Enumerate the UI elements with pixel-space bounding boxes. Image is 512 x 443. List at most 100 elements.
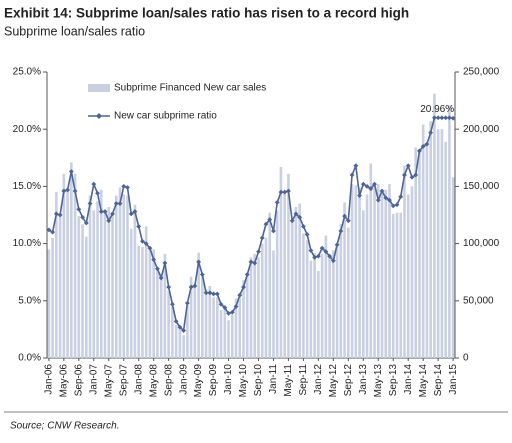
bar [403,165,406,358]
bar [51,237,54,358]
bar [317,271,320,358]
marker [312,254,318,260]
bar [58,215,62,358]
bar [148,248,152,358]
marker [417,148,422,154]
marker [91,181,97,187]
y-tick-label: 15.0% [13,181,41,192]
source-note: Source; CNW Research. [10,421,119,432]
bar [361,210,365,358]
bar [320,253,324,358]
marker [83,220,89,226]
marker [244,272,250,277]
y-tick-label: 20.0% [13,124,41,135]
bar [81,224,84,358]
bar [88,195,92,358]
legend-marker [96,113,102,119]
marker [256,249,261,255]
marker [289,218,295,224]
marker [387,197,392,203]
bar [343,202,346,358]
x-tick-label: Sep-07 [118,364,129,397]
bar [55,192,58,358]
x-tick-label: May-08 [148,364,159,398]
bar [279,166,283,358]
marker [222,305,228,311]
marker [207,290,213,296]
bar [406,194,410,358]
bar [287,173,290,358]
bar [414,147,418,358]
marker [173,318,179,324]
marker [248,259,254,265]
bar [335,244,339,358]
marker [345,218,351,224]
marker [274,200,280,205]
bar [391,213,395,358]
marker [278,189,284,195]
marker [184,300,190,306]
marker [413,172,419,178]
x-tick-label: May-07 [103,364,114,398]
y2-tick-label: 0 [463,353,469,364]
bar [433,93,436,359]
marker [87,201,93,206]
marker [50,229,56,235]
bar [152,249,155,358]
bar [429,121,432,358]
x-tick-label: Jan-12 [313,364,324,395]
marker [181,328,187,333]
marker [308,248,314,253]
marker [368,186,374,192]
bar [339,224,343,358]
bar [253,253,257,358]
marker [450,115,456,121]
marker [259,235,265,241]
marker [162,260,168,266]
bar [186,305,189,358]
marker [432,115,437,121]
bar [230,314,234,358]
bar [264,237,268,358]
bar [347,227,350,358]
bar [118,187,122,358]
legend-label: New car subprime ratio [114,111,217,122]
bar [354,185,358,358]
marker [428,130,434,136]
marker [158,275,164,281]
bar [204,289,208,358]
marker [211,291,216,297]
bar [144,226,148,358]
bar [309,260,313,358]
bar [283,192,286,358]
marker [394,202,400,208]
marker [203,290,209,296]
x-tick-label: Sep-11 [298,364,309,396]
chart-title: Exhibit 14: Subprime loan/sales ratio ha… [4,6,409,21]
marker [360,181,366,187]
legend-label: Subprime Financed New car sales [114,83,266,94]
bar [448,105,451,359]
marker [147,245,153,251]
marker [338,228,344,234]
bar [268,212,272,358]
marker [196,259,201,265]
bar [425,144,429,358]
marker [169,301,175,307]
bar [201,274,204,358]
marker [327,253,333,259]
y-tick-label: 25.0% [13,67,41,78]
bar [66,189,69,358]
bar [114,195,118,358]
bar [133,204,137,358]
y2-tick-label: 150,000 [463,181,500,192]
bar [298,203,301,358]
x-tick-label: Jan-07 [88,364,99,395]
marker [267,217,273,222]
marker [128,211,134,217]
x-tick-label: Jan-13 [358,364,369,395]
bar [156,268,159,358]
bar [350,184,354,358]
marker [106,218,112,224]
